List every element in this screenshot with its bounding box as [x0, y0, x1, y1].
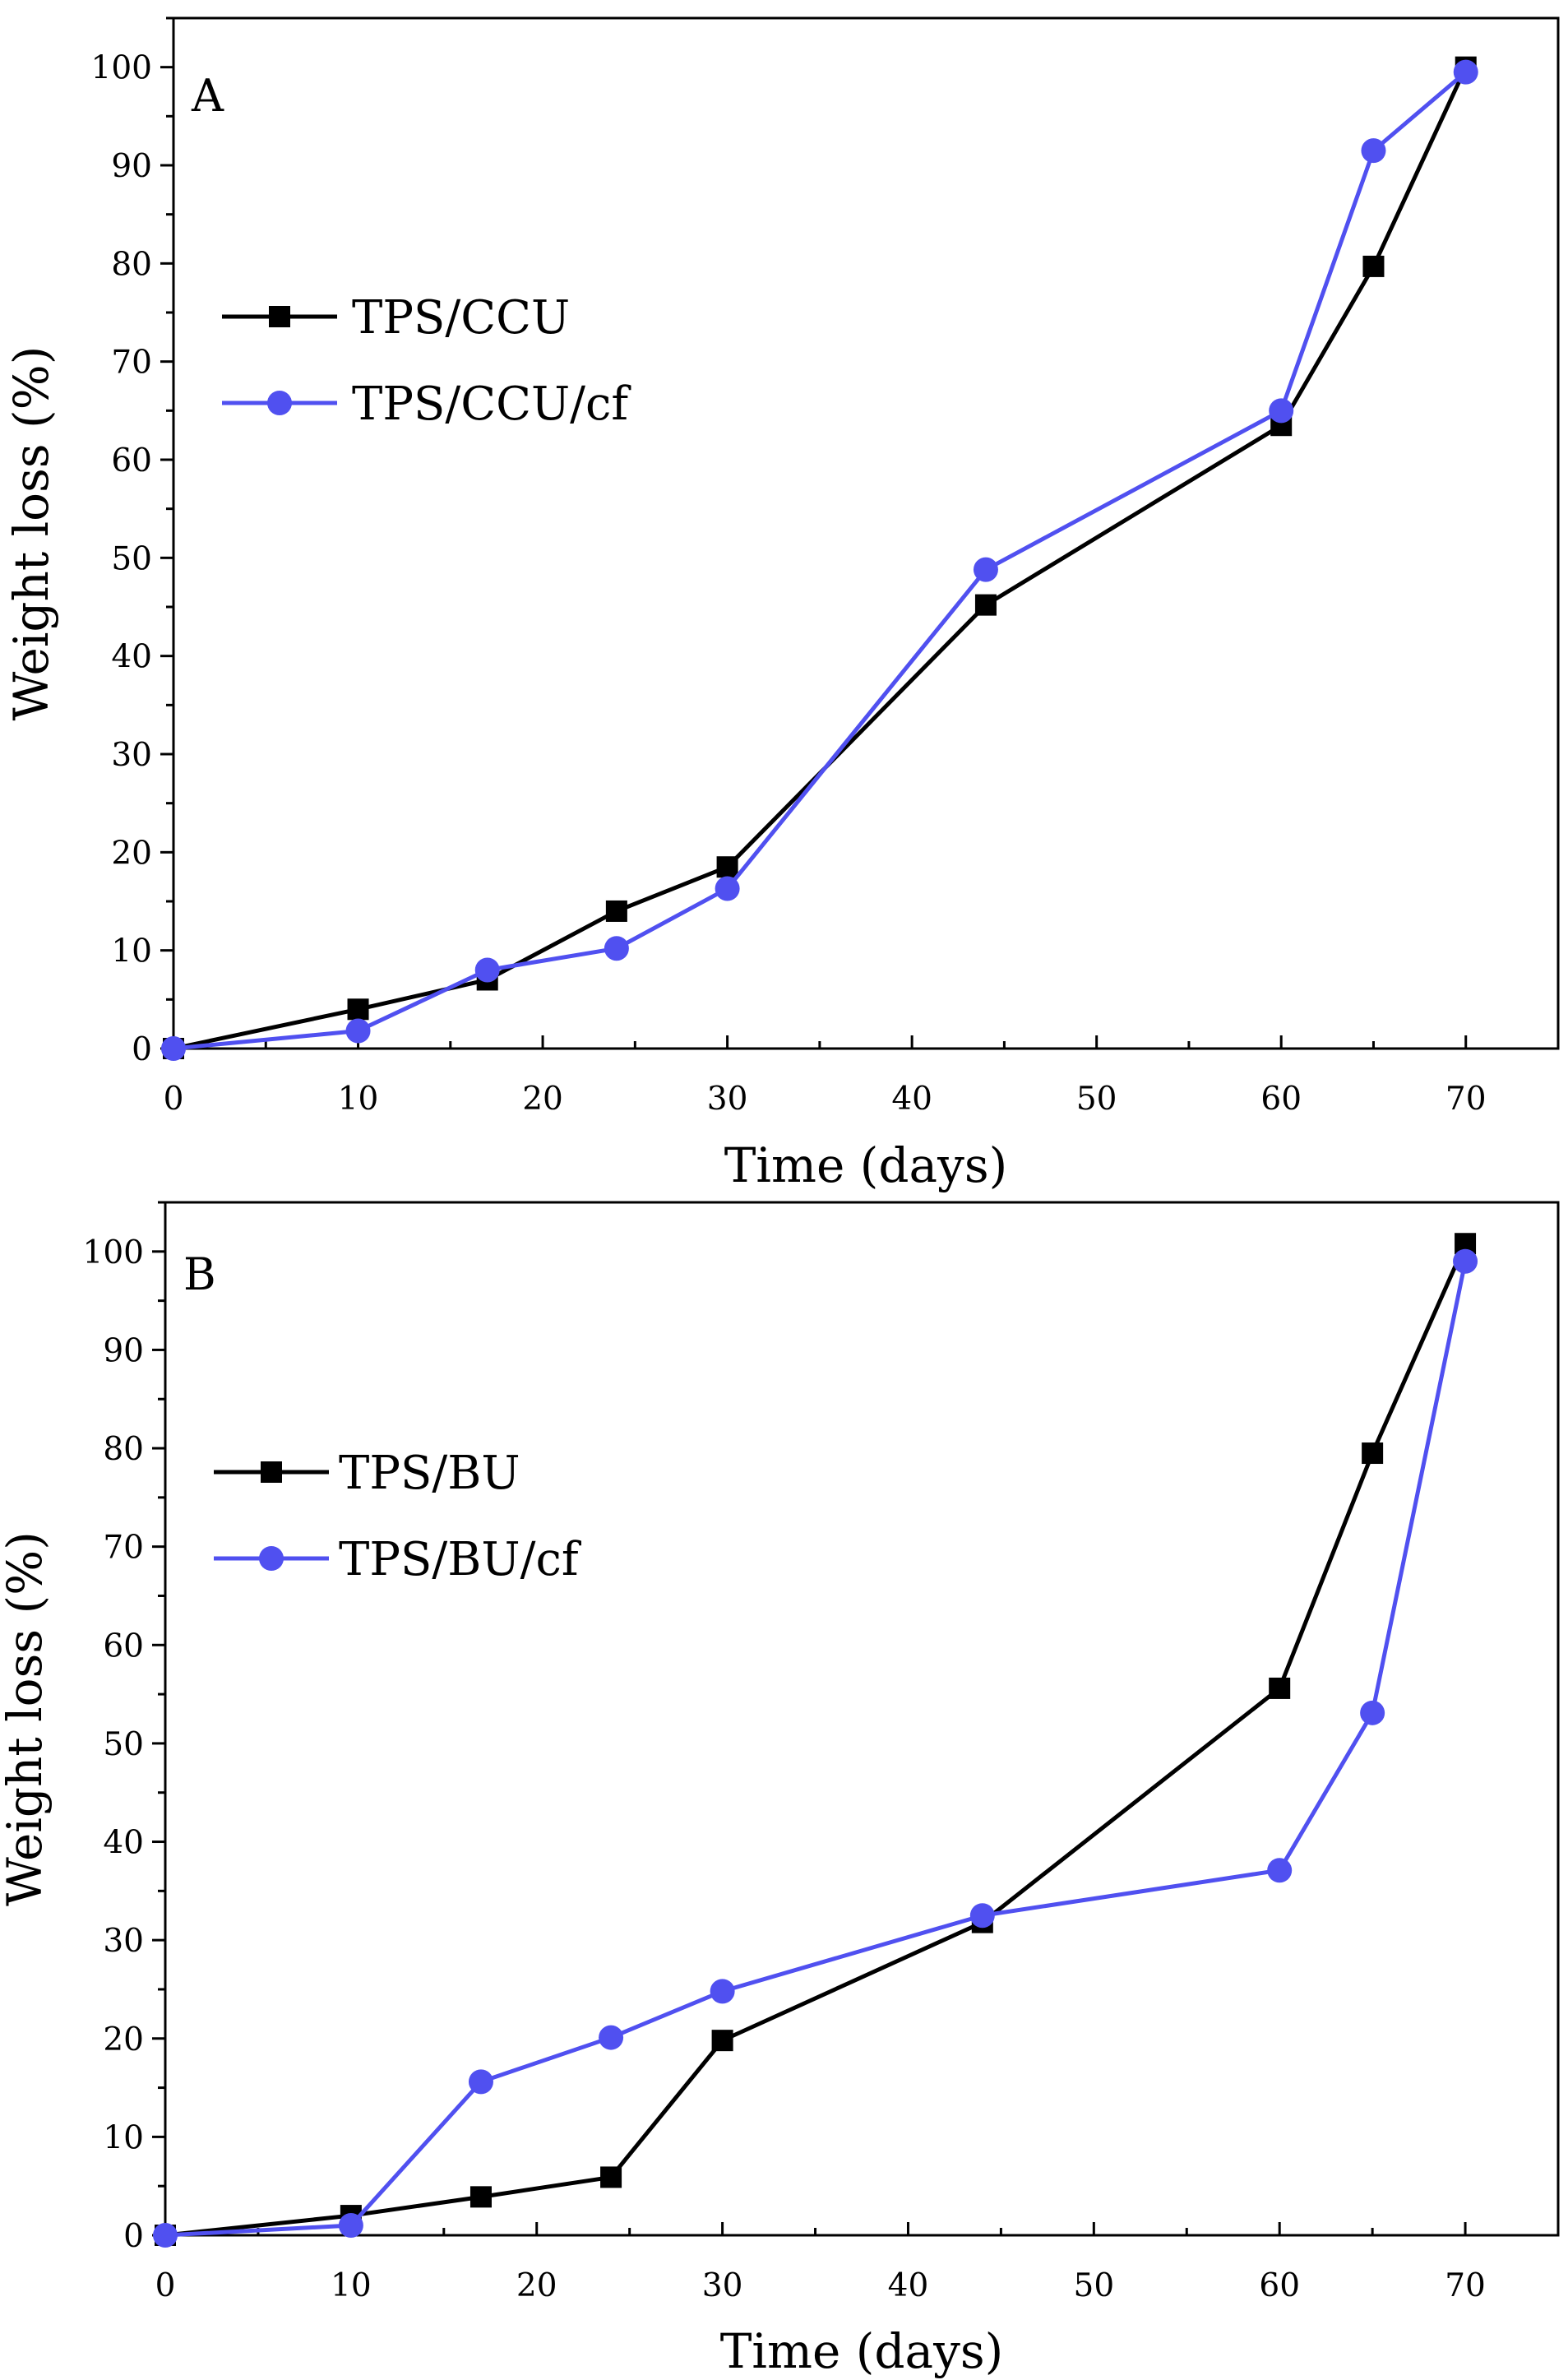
- legend-marker-square: [269, 306, 290, 327]
- y-tick-label: 90: [111, 148, 152, 185]
- data-point-square: [711, 2030, 733, 2052]
- data-point-square: [605, 900, 627, 922]
- data-point-circle: [338, 2213, 363, 2239]
- y-axis-title: Weight loss (%): [0, 1531, 53, 1906]
- x-tick-label: 40: [888, 2267, 929, 2304]
- chart-panel-a: 0 10 20 30 40 50 60 70 0 10 20 30 40 50 60 70 80 90 100 Tim…: [3, 16, 1560, 1193]
- data-point-square: [1362, 1442, 1384, 1465]
- plot-frame-b: [164, 1201, 1560, 2237]
- x-tick-label: 70: [1445, 1081, 1487, 1118]
- x-tick-label: 60: [1260, 1081, 1302, 1118]
- data-point-circle: [973, 557, 998, 582]
- legend-label: TPS/CCU: [352, 291, 570, 345]
- y-tick-label: 0: [123, 2218, 144, 2255]
- data-point-circle: [468, 2069, 493, 2095]
- x-tick-label: 30: [702, 2267, 743, 2304]
- x-tick-label: 50: [1076, 1081, 1117, 1118]
- data-point-circle: [1360, 1700, 1385, 1725]
- y-tick-label: 40: [111, 639, 152, 676]
- data-point-circle: [474, 957, 500, 983]
- data-point-square: [716, 856, 738, 878]
- y-tick-label: 70: [111, 345, 152, 382]
- series-line-tps-ccu: [173, 66, 1469, 1051]
- data-point-square: [1362, 255, 1385, 277]
- data-point-circle: [969, 1903, 995, 1929]
- series-line-tps-bu: [164, 1243, 1468, 2238]
- y-tick-label: 100: [83, 1234, 144, 1271]
- x-tick-label: 70: [1445, 2267, 1486, 2304]
- data-point-circle: [1361, 138, 1386, 164]
- x-tick-label: 50: [1074, 2267, 1115, 2304]
- y-tick-label: 40: [103, 1825, 144, 1862]
- data-point-square: [600, 2166, 622, 2188]
- y-tick-label: 50: [111, 540, 152, 577]
- chart-panel-b: 0 10 20 30 40 50 60 70 0 10 20 30 40 50 60 70 80 90 100 Tim…: [0, 1201, 1560, 2379]
- x-axis-title: Time (days): [720, 2323, 1004, 2379]
- y-tick-label: 30: [103, 1923, 144, 1960]
- data-point-circle: [1267, 1858, 1293, 1883]
- data-point-square: [469, 2186, 492, 2208]
- legend-marker-circle: [259, 1546, 284, 1571]
- data-point-square: [347, 998, 369, 1021]
- data-point-circle: [1269, 398, 1294, 424]
- data-point-circle: [710, 1979, 735, 2004]
- y-tick-label: 10: [103, 2119, 144, 2156]
- y-tick-label: 50: [103, 1726, 144, 1763]
- data-point-circle: [715, 876, 740, 901]
- y-tick-label: 30: [111, 737, 152, 774]
- y-tick-label: 60: [103, 1628, 144, 1665]
- legend-label: TPS/BU: [339, 1447, 520, 1500]
- data-point-circle: [1453, 59, 1478, 85]
- y-tick-label: 60: [111, 442, 152, 479]
- y-tick-label: 20: [111, 835, 152, 872]
- data-point-circle: [599, 2025, 624, 2050]
- x-tick-label: 60: [1259, 2267, 1300, 2304]
- data-point-circle: [1453, 1248, 1478, 1274]
- x-tick-label: 10: [331, 2267, 372, 2304]
- data-point-circle: [345, 1018, 371, 1044]
- y-tick-label: 20: [103, 2021, 144, 2058]
- x-tick-label: 10: [338, 1081, 379, 1118]
- data-point-circle: [161, 1036, 186, 1061]
- legend-marker-circle: [267, 391, 292, 415]
- y-tick-label: 90: [103, 1332, 144, 1369]
- y-axis-title: Weight loss (%): [3, 346, 59, 721]
- data-point-circle: [604, 936, 629, 961]
- data-point-circle: [153, 2223, 178, 2248]
- y-tick-label: 80: [103, 1431, 144, 1468]
- x-tick-label: 0: [164, 1081, 184, 1118]
- x-tick-label: 20: [522, 1081, 563, 1118]
- data-point-square: [974, 594, 997, 616]
- y-tick-label: 80: [111, 246, 152, 283]
- x-axis-title: Time (days): [724, 1137, 1008, 1193]
- y-tick-label: 10: [111, 933, 152, 970]
- legend-label: TPS/CCU/cf: [352, 377, 631, 431]
- data-point-square: [1269, 1677, 1291, 1699]
- x-tick-label: 0: [155, 2267, 176, 2304]
- series-line-tps-bu-cf: [164, 1261, 1468, 2238]
- plot-frame-a: [172, 16, 1560, 1050]
- series-line-tps-ccu-cf: [173, 70, 1468, 1051]
- legend-label: TPS/BU/cf: [339, 1533, 582, 1586]
- panel-label-a: A: [191, 70, 224, 122]
- legend-marker-square: [261, 1461, 282, 1483]
- y-tick-label: 100: [91, 50, 152, 87]
- x-tick-label: 20: [516, 2267, 557, 2304]
- panel-label-b: B: [183, 1248, 216, 1300]
- y-tick-label: 0: [132, 1031, 152, 1068]
- y-tick-label: 70: [103, 1530, 144, 1567]
- x-tick-label: 40: [891, 1081, 932, 1118]
- x-tick-label: 30: [707, 1081, 748, 1118]
